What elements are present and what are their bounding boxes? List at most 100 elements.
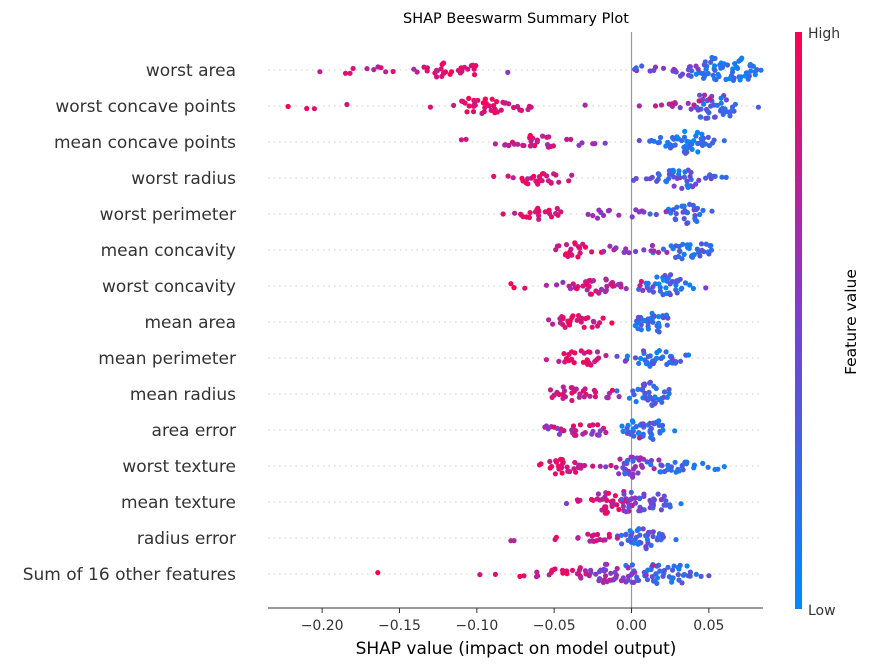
shap-point <box>568 136 574 142</box>
shap-point <box>686 352 692 358</box>
shap-point <box>758 67 764 73</box>
shap-point <box>663 349 669 355</box>
shap-point <box>565 468 571 474</box>
chart-title: SHAP Beeswarm Summary Plot <box>403 11 629 27</box>
shap-point <box>616 471 622 477</box>
shap-point <box>622 470 628 476</box>
shap-point <box>711 114 718 120</box>
shap-point <box>610 501 616 507</box>
shap-point <box>681 571 688 578</box>
shap-point <box>606 490 612 496</box>
shap-point <box>639 63 645 69</box>
shap-point <box>498 107 504 113</box>
shap-point <box>606 577 613 583</box>
shap-point <box>628 489 634 495</box>
shap-point <box>602 537 608 543</box>
feature-label: mean texture <box>121 493 236 513</box>
shap-point <box>590 463 596 469</box>
shap-point <box>673 359 679 365</box>
shap-point <box>631 579 637 586</box>
shap-point <box>635 320 642 326</box>
shap-point <box>641 491 647 497</box>
shap-point <box>647 429 653 435</box>
x-tick-label: 0.00 <box>616 618 647 634</box>
shap-point <box>304 105 310 112</box>
shap-point <box>650 505 656 511</box>
shap-point <box>661 493 667 499</box>
shap-point <box>624 459 630 465</box>
shap-point <box>655 249 662 255</box>
shap-point <box>610 577 617 583</box>
shap-point <box>465 66 471 72</box>
shap-point <box>661 394 667 400</box>
shap-point <box>708 59 714 65</box>
shap-point <box>667 281 673 287</box>
shap-point <box>640 348 647 354</box>
shap-point <box>659 422 666 428</box>
shap-point <box>709 54 715 61</box>
shap-point <box>655 491 661 497</box>
shap-point <box>510 104 517 111</box>
shap-point <box>588 496 595 503</box>
shap-point <box>697 253 703 259</box>
shap-point <box>648 542 654 549</box>
shap-point <box>525 176 531 182</box>
shap-point <box>661 567 668 574</box>
shap-point <box>654 537 660 543</box>
shap-point <box>747 61 754 68</box>
shap-point <box>656 531 663 537</box>
shap-point <box>580 359 587 365</box>
shap-point <box>687 282 693 288</box>
shap-point <box>626 250 632 256</box>
shap-point <box>441 70 447 76</box>
shap-point <box>650 319 656 325</box>
shap-point <box>383 69 389 75</box>
shap-point <box>687 142 693 148</box>
shap-point <box>696 140 702 146</box>
shap-point <box>656 322 662 328</box>
colorbar-gradient <box>795 32 802 609</box>
shap-point <box>684 178 690 184</box>
shap-point <box>612 493 619 499</box>
shap-point <box>585 211 591 217</box>
shap-point <box>668 467 674 473</box>
shap-point <box>613 464 619 470</box>
shap-point <box>652 64 659 70</box>
shap-point <box>580 241 586 247</box>
shap-point <box>554 425 560 431</box>
shap-point <box>575 535 581 541</box>
shap-point <box>559 470 565 476</box>
shap-point <box>477 572 483 578</box>
shap-point <box>421 64 427 70</box>
shap-point <box>678 501 684 507</box>
shap-point <box>635 326 641 332</box>
shap-point <box>602 289 609 295</box>
shap-point <box>689 68 695 74</box>
shap-point <box>588 291 595 297</box>
shap-point <box>679 463 685 469</box>
shap-point <box>596 569 603 575</box>
shap-point <box>698 241 705 247</box>
shap-point <box>411 66 417 72</box>
shap-point <box>679 203 685 209</box>
shap-point <box>517 573 523 580</box>
shap-point <box>342 70 349 76</box>
shap-point <box>632 355 639 361</box>
shap-point <box>643 176 650 182</box>
shap-point <box>547 387 554 393</box>
shap-point <box>604 394 610 401</box>
shap-point <box>635 430 642 436</box>
shap-point <box>624 425 630 431</box>
shap-point <box>591 387 598 393</box>
shap-point <box>643 361 649 367</box>
shap-point <box>638 355 644 362</box>
shap-point <box>676 243 682 250</box>
shap-point <box>703 285 709 291</box>
shap-point <box>563 500 570 507</box>
shap-point <box>626 504 632 510</box>
shap-point <box>616 212 622 218</box>
shap-point <box>623 532 629 538</box>
shap-point <box>699 131 705 137</box>
shap-point <box>596 289 602 296</box>
shap-point <box>601 577 608 583</box>
